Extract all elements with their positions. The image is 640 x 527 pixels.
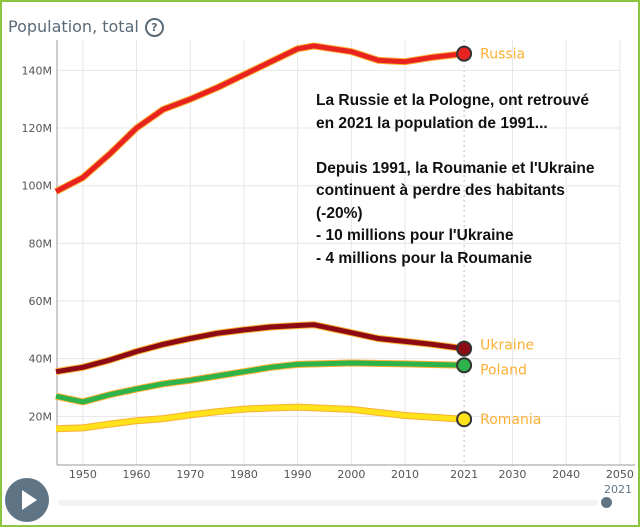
series-label-poland: Poland (480, 362, 527, 378)
series-line-ukraine (55, 322, 465, 375)
y-tick-label: 100M (22, 180, 53, 193)
chart-title: Population, total? (8, 17, 164, 37)
timeline-slider-handle[interactable] (601, 497, 612, 508)
x-tick-label: 1950 (69, 468, 97, 481)
x-tick-label: 2030 (498, 468, 526, 481)
y-tick-label: 60M (29, 295, 53, 308)
y-tick-label: 40M (29, 353, 53, 366)
series-line-russia (54, 43, 465, 194)
x-tick-label: 2010 (391, 468, 419, 481)
x-tick-label: 2040 (552, 468, 580, 481)
x-tick-label: 1970 (176, 468, 204, 481)
y-tick-label: 80M (29, 237, 53, 250)
series-line-poland (55, 360, 465, 405)
x-tick-label: 1980 (230, 468, 258, 481)
x-tick-label: 1990 (284, 468, 312, 481)
series-endpoint-romania (456, 411, 473, 428)
annotation-text: La Russie et la Pologne, ont retrouvé en… (316, 92, 595, 267)
y-tick-label: 20M (29, 410, 53, 423)
x-tick-label: 2050 (606, 468, 634, 481)
series-label-ukraine: Ukraine (480, 338, 534, 354)
y-tick-label: 120M (22, 122, 53, 135)
timeline-current-year: 2021 (604, 483, 632, 496)
play-icon[interactable] (5, 478, 49, 522)
x-tick-label: 1960 (123, 468, 151, 481)
x-tick-label: 2021 (450, 468, 478, 481)
x-tick-label: 2000 (337, 468, 365, 481)
timeline-slider-track[interactable] (58, 500, 598, 506)
series-endpoint-russia (456, 45, 473, 62)
question-circle-icon[interactable]: ? (144, 18, 164, 37)
chart-title-text: Population, total (8, 17, 139, 36)
series-line-romania (55, 404, 465, 432)
series-endpoint-poland (456, 357, 473, 374)
y-tick-label: 140M (22, 64, 53, 77)
series-label-russia: Russia (480, 47, 525, 63)
series-endpoint-ukraine (456, 340, 473, 357)
series-label-romania: Romania (480, 412, 541, 428)
